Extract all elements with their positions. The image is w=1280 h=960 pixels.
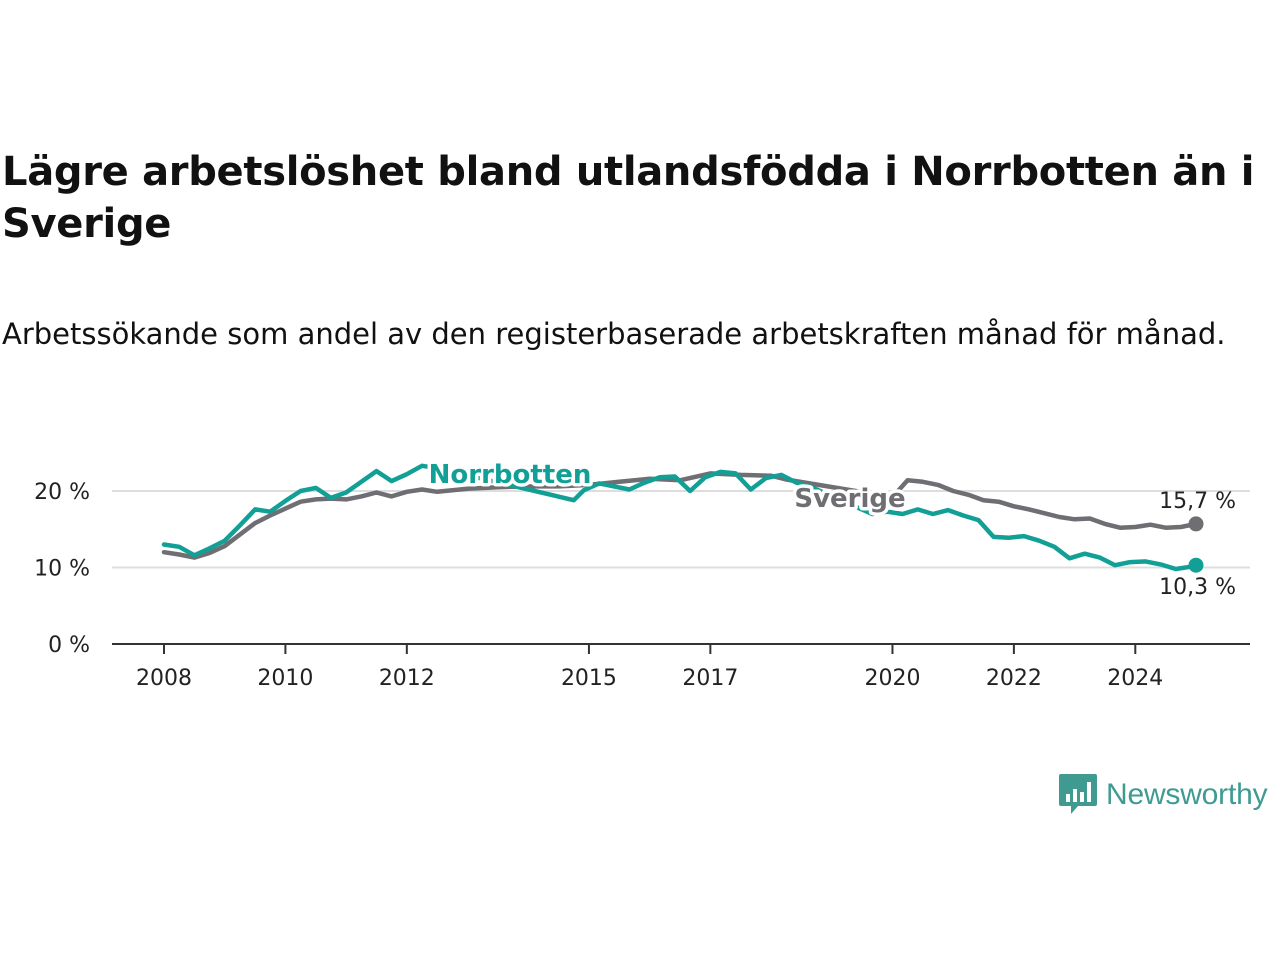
- grid-lines: [112, 490, 1250, 645]
- series-line-norrbotten: [161, 463, 1199, 572]
- chart-title: Lägre arbetslöshet bland utlandsfödda i …: [2, 149, 1255, 247]
- end-label-norrbotten: 10,3 %: [1159, 575, 1236, 600]
- series-label-sverige: Sverige: [794, 484, 905, 514]
- y-axis: 0 % 10 % 20 %: [34, 480, 90, 658]
- x-tick-label: 2020: [864, 666, 920, 691]
- line-chart: 0 % 10 % 20 % 2008 2010 2012 2015 2017 2020 2022…: [34, 457, 1250, 691]
- series-lines: [161, 463, 1204, 573]
- end-point-norrbotten: [1188, 557, 1204, 573]
- end-point-sverige: [1188, 516, 1204, 532]
- newsworthy-logo: Newsworthy: [1058, 772, 1268, 818]
- x-tick-label: 2010: [257, 666, 313, 691]
- y-tick-label: 0 %: [48, 633, 90, 658]
- newsworthy-logo-icon: [1059, 774, 1097, 814]
- x-tick-label: 2024: [1107, 666, 1163, 691]
- x-tick-label: 2017: [682, 666, 738, 691]
- series-label-norrbotten: Norrbotten: [429, 460, 592, 490]
- brand-name: Newsworthy: [1106, 778, 1268, 811]
- chart-subtitle: Arbetssökande som andel av den registerb…: [2, 317, 1226, 351]
- end-label-sverige: 15,7 %: [1159, 489, 1236, 514]
- x-tick-label: 2015: [561, 666, 617, 691]
- y-tick-label: 20 %: [34, 480, 90, 505]
- series-line-sverige: [161, 471, 1199, 560]
- series-labels: 15,7 % 10,3 % Norrbotten Sverige: [425, 457, 1236, 601]
- y-tick-label: 10 %: [34, 557, 90, 582]
- x-tick-label: 2022: [986, 666, 1042, 691]
- x-tick-label: 2008: [136, 666, 192, 691]
- x-axis: 2008 2010 2012 2015 2017 2020 2022 2024: [136, 644, 1163, 691]
- x-tick-label: 2012: [379, 666, 435, 691]
